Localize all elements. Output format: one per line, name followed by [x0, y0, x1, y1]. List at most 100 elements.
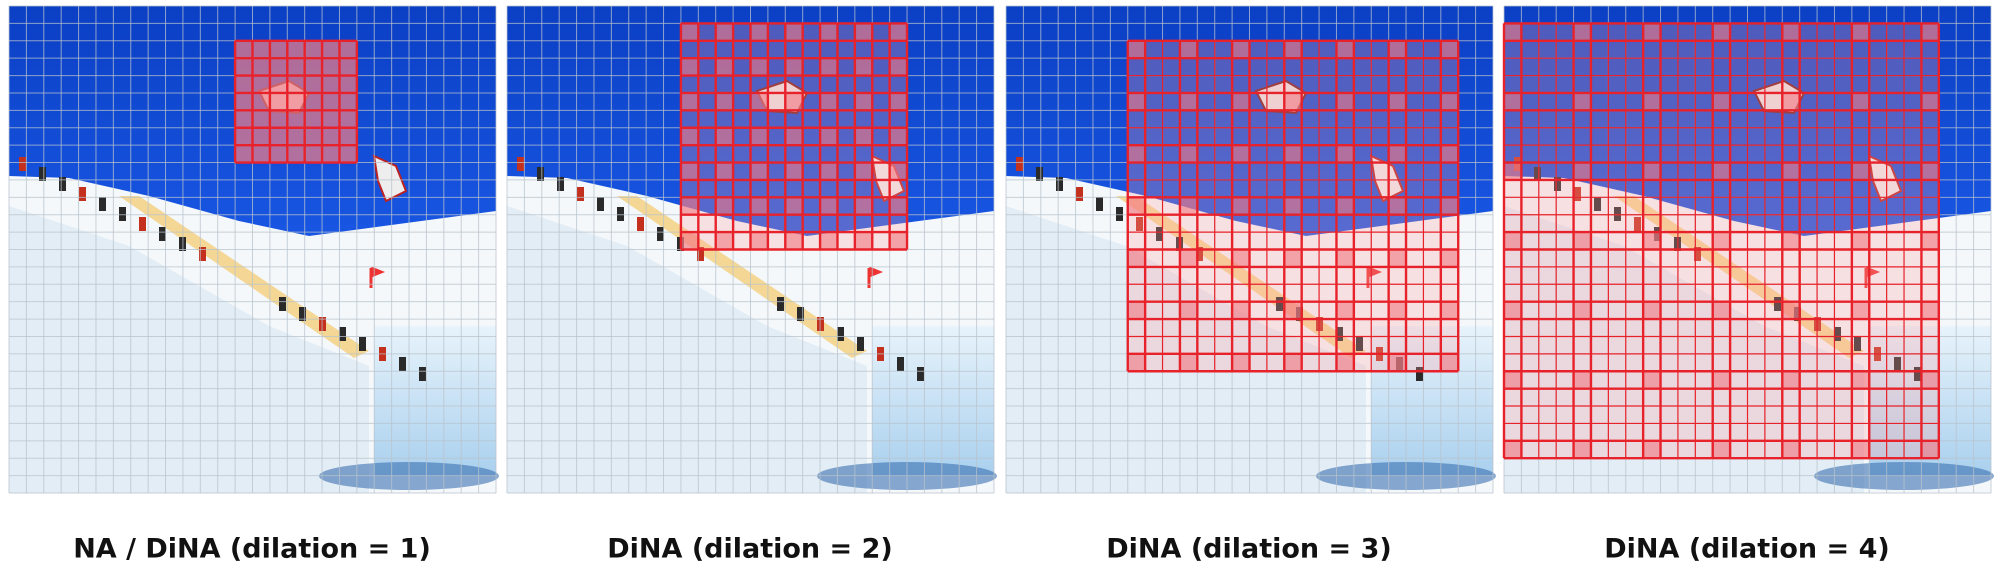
attended-token [1921, 162, 1939, 180]
attended-token [1127, 92, 1146, 111]
spectator [1834, 327, 1841, 341]
spectator [419, 367, 426, 381]
attended-token [1388, 301, 1407, 320]
attended-token [889, 92, 908, 111]
spectator [279, 297, 286, 311]
attended-token [1388, 92, 1407, 111]
attended-token [287, 58, 305, 76]
attended-token [889, 23, 908, 41]
attended-token [854, 162, 873, 180]
attended-token [750, 232, 768, 250]
attended-token [1504, 23, 1522, 41]
panel [506, 5, 997, 494]
attended-token [269, 58, 288, 76]
attended-token [339, 58, 357, 76]
attended-token [322, 110, 340, 128]
attended-token [235, 145, 253, 163]
spectator [1116, 207, 1123, 221]
attended-token [304, 127, 323, 146]
attended-token [339, 127, 357, 146]
attended-token [785, 23, 803, 41]
spectator [59, 177, 66, 191]
attended-token [785, 58, 803, 76]
spectator [359, 337, 366, 351]
attended-token [1851, 92, 1870, 111]
attended-token [1232, 92, 1250, 111]
attended-token [820, 23, 838, 41]
attended-token [1782, 301, 1800, 320]
attended-token [339, 75, 357, 93]
attended-token [889, 232, 908, 250]
ice-wall [872, 326, 994, 476]
spectator [299, 307, 306, 321]
attended-token [269, 92, 288, 111]
attended-token [785, 162, 803, 180]
attended-token [1643, 371, 1661, 389]
attended-token [1712, 23, 1731, 41]
attended-token [715, 127, 734, 146]
spectator [1036, 167, 1043, 181]
attended-token [1504, 92, 1522, 111]
ice-wall [374, 326, 496, 476]
spectator [1076, 187, 1083, 201]
spectator [1694, 247, 1701, 261]
spectator [857, 337, 864, 351]
attended-token [1573, 92, 1591, 111]
attended-token [1851, 232, 1870, 250]
spectator [577, 187, 584, 201]
attended-token [252, 145, 270, 163]
caption: NA / DiNA (dilation = 1) [73, 534, 431, 565]
spectator [39, 167, 46, 181]
attended-token [1336, 92, 1354, 111]
attended-token [269, 127, 288, 146]
spectator [1136, 217, 1143, 231]
attended-token [252, 75, 270, 93]
spectator [1356, 337, 1363, 351]
spectator [1534, 167, 1541, 181]
course-rope [1116, 196, 1366, 358]
attended-token [269, 110, 288, 128]
attended-token [1782, 440, 1800, 459]
attended-token [1232, 197, 1250, 215]
spectator [1096, 197, 1103, 211]
attended-token [1232, 353, 1250, 372]
attended-token [1643, 23, 1661, 41]
attended-token [322, 75, 340, 93]
attended-token [252, 110, 270, 128]
attended-token [322, 92, 340, 111]
attended-token [1232, 249, 1250, 267]
attended-token [1504, 162, 1522, 180]
attended-token [1179, 197, 1198, 215]
attended-token [1712, 92, 1731, 111]
attended-token [750, 197, 768, 215]
spectator [797, 307, 804, 321]
spectator [777, 297, 784, 311]
spectator [99, 197, 106, 211]
attended-token [854, 92, 873, 111]
course-rope [617, 196, 867, 358]
attended-token [750, 127, 768, 146]
spectator [1854, 337, 1861, 351]
attended-token [1440, 249, 1459, 267]
attended-token [750, 162, 768, 180]
attended-token [287, 110, 305, 128]
attended-token [854, 23, 873, 41]
attended-token [1504, 371, 1522, 389]
spectator [1016, 157, 1023, 171]
spectator [399, 357, 406, 371]
spectator [1056, 177, 1063, 191]
attended-token [785, 197, 803, 215]
attended-token [680, 197, 699, 215]
attended-token [1782, 92, 1800, 111]
attended-token [1573, 162, 1591, 180]
attended-token [1127, 249, 1146, 267]
spectator [557, 177, 564, 191]
attended-token [1782, 371, 1800, 389]
attended-token [1179, 249, 1198, 267]
attended-token [287, 92, 305, 111]
attended-token [820, 92, 838, 111]
attended-token [304, 40, 323, 59]
attended-token [304, 75, 323, 93]
spectator [1416, 367, 1423, 381]
